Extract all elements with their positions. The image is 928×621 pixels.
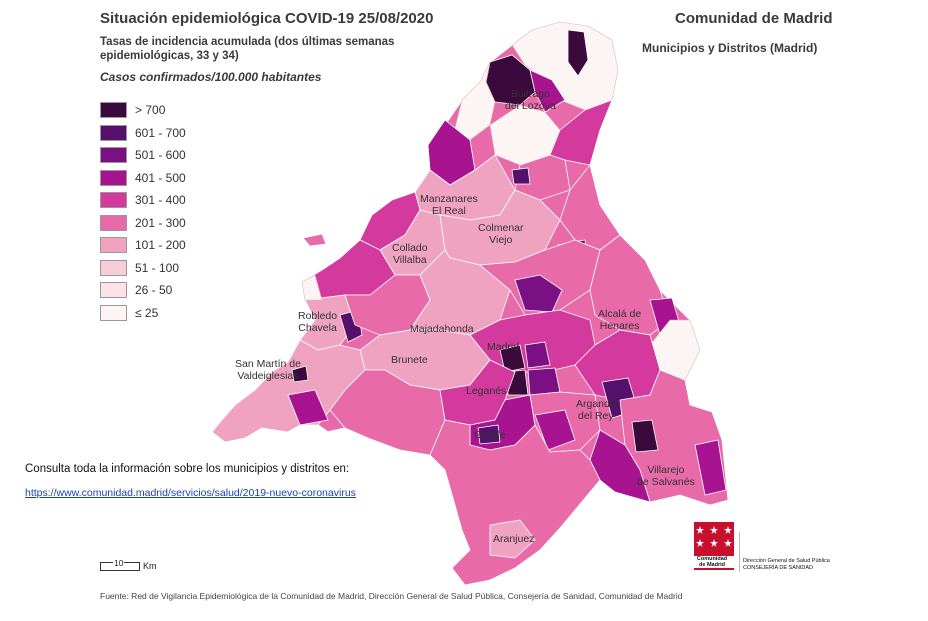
legend-swatch [100,192,127,209]
legend-swatch [100,169,127,186]
legend-item: 101 - 200 [100,234,186,257]
legend-item: 401 - 500 [100,167,186,190]
zone-se-dark [631,419,659,453]
zone-lozoya [529,69,566,113]
zone-nw-light [301,274,323,301]
org-subtitle: Municipios y Distritos (Madrid) [642,41,818,55]
zone-sanmartin [211,339,366,443]
zone-south [429,419,601,586]
zone-south-purple [534,409,576,451]
zone-madrid-dist-4 [527,367,561,396]
org-title: Comunidad de Madrid [675,10,833,27]
legend-swatch [100,124,127,141]
zone-madrid-dist-1 [499,344,526,373]
legend-label: 501 - 600 [135,148,186,163]
zone-madrid-dist-2 [524,341,551,369]
logo-department: Dirección General de Salud Pública CONSEJ… [743,558,830,571]
logo-divider [739,532,740,572]
stars-icon [696,526,732,547]
legend-item: > 700 [100,99,186,122]
legend-label: 101 - 200 [135,238,186,253]
source-note: Fuente: Red de Vigilancia Epidemiológica… [100,591,683,601]
info-link[interactable]: https://www.comunidad.madrid/servicios/s… [25,487,356,499]
zone-sanmartin-dark [291,365,309,383]
legend-item: 26 - 50 [100,279,186,302]
legend-swatch [100,237,127,254]
legend-swatch [100,259,127,276]
cases-label: Casos confirmados/100.000 habitantes [100,70,322,84]
scale-unit: Km [143,561,157,571]
zone-se-purple [694,439,727,496]
legend: > 700 601 - 700 501 - 600 401 - 500 301 … [100,99,186,324]
legend-label: ≤ 25 [135,305,159,320]
map-subtitle: Tasas de incidencia acumulada (dos últim… [100,36,395,62]
legend-item: ≤ 25 [100,302,186,325]
legend-label: 26 - 50 [135,283,173,298]
legend-swatch [100,102,127,119]
scale-value: 10 [113,557,125,568]
zone-sanmartin-pink [287,389,329,426]
legend-swatch [100,147,127,164]
info-text: Consulta toda la información sobre los m… [25,463,350,475]
legend-item: 51 - 100 [100,257,186,280]
map-title: Situación epidemiológica COVID-19 25/08/… [100,10,434,27]
legend-item: 201 - 300 [100,212,186,235]
zone-north-dark [567,29,589,77]
zone-islet [302,233,327,247]
legend-label: 401 - 500 [135,170,186,185]
scale-bar-graphic: 10 [100,557,140,571]
zone-alcobendas [514,274,563,313]
legend-label: 201 - 300 [135,215,186,230]
legend-swatch [100,304,127,321]
logo-text: Comunidad de Madrid [687,556,737,568]
legend-label: 601 - 700 [135,125,186,140]
legend-item: 501 - 600 [100,144,186,167]
legend-swatch [100,214,127,231]
legend-swatch [100,282,127,299]
legend-label: > 700 [135,103,166,118]
scale-bar: 10 Km [100,557,157,571]
zone-aranjuez [489,519,536,559]
zone-ne-small [511,167,531,185]
legend-item: 601 - 700 [100,122,186,145]
legend-label: 51 - 100 [135,260,180,275]
zone-getafe-dark [477,424,501,445]
legend-item: 301 - 400 [100,189,186,212]
legend-label: 301 - 400 [135,193,186,208]
